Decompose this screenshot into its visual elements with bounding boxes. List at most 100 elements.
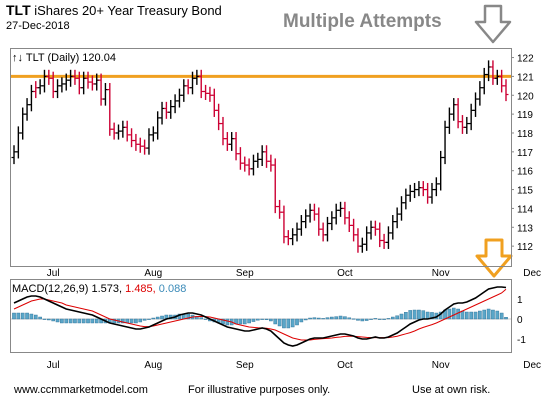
macd-histogram-bar xyxy=(334,316,338,320)
macd-histogram-bar xyxy=(408,310,413,320)
macd-histogram-bar xyxy=(356,318,360,321)
macd-histogram-bar xyxy=(29,313,34,320)
macd-histogram-bar xyxy=(269,318,273,322)
macd-histogram-bar xyxy=(155,316,160,320)
macd-histogram-bar xyxy=(338,315,343,320)
macd-histogram-bar xyxy=(286,318,291,329)
ticker-symbol: TLT xyxy=(6,2,31,18)
macd-histogram-bar xyxy=(473,311,478,320)
macd-histogram-bar xyxy=(160,315,164,320)
macd-x-tick-label: Nov xyxy=(432,360,450,371)
macd-histogram-bar xyxy=(417,309,421,320)
price-legend: ↑↓ TLT (Daily) 120.04 xyxy=(12,52,116,64)
macd-histogram-bar xyxy=(399,313,404,320)
macd-histogram-bar xyxy=(33,314,38,320)
macd-histogram-bar xyxy=(42,318,47,320)
price-legend-symbol: ↑↓ xyxy=(12,52,23,64)
macd-histogram-bar xyxy=(404,312,408,320)
macd-histogram-bar xyxy=(369,318,373,320)
macd-histogram-bar xyxy=(138,318,143,323)
footer-site: www.ccmmarketmodel.com xyxy=(14,384,148,396)
y-tick-label: 116 xyxy=(517,167,533,178)
macd-y-tick-label: -1 xyxy=(517,335,526,346)
macd-histogram-bar xyxy=(373,318,378,320)
y-tick-label: 119 xyxy=(517,110,533,121)
macd-histogram-bar xyxy=(51,318,55,322)
macd-histogram-bar xyxy=(238,318,243,325)
macd-histogram-bar xyxy=(121,318,125,324)
macd-histogram-bar xyxy=(343,316,347,320)
macd-histogram-bar xyxy=(325,317,330,320)
y-tick-label: 115 xyxy=(517,186,533,197)
macd-histogram-bar xyxy=(491,309,495,320)
macd-histogram-bar xyxy=(90,318,95,324)
footer-risk: Use at own risk. xyxy=(412,384,491,396)
macd-histogram-bar xyxy=(364,318,369,321)
macd-legend-label: MACD(12,26,9) xyxy=(12,283,89,295)
macd-histogram-bar xyxy=(499,312,504,320)
macd-histogram-bar xyxy=(151,317,156,320)
x-tick-label: Nov xyxy=(432,268,450,279)
macd-histogram-bar xyxy=(68,318,73,324)
macd-histogram-bar xyxy=(20,312,25,320)
macd-histogram-bar xyxy=(308,317,312,320)
macd-histogram-bar xyxy=(94,318,99,324)
macd-histogram-bar xyxy=(221,318,225,325)
macd-histogram-bar xyxy=(412,309,417,320)
macd-histogram-bar xyxy=(47,318,51,321)
macd-histogram-bar xyxy=(377,318,382,320)
annotation-text: Multiple Attempts xyxy=(283,11,442,32)
macd-histogram-bar xyxy=(465,311,469,320)
macd-histogram-bar xyxy=(478,310,482,320)
macd-histogram-bar xyxy=(469,311,473,320)
macd-histogram-bar xyxy=(147,318,151,320)
hist-legend-value: 0.088 xyxy=(158,283,187,295)
signal-legend-value: 1.485, xyxy=(125,283,156,295)
chart-date: 27-Dec-2018 xyxy=(6,20,70,32)
macd-histogram-bar xyxy=(360,318,365,322)
macd-histogram-bar xyxy=(430,312,434,320)
y-tick-label: 122 xyxy=(517,54,534,65)
macd-histogram-bar xyxy=(16,312,21,320)
y-tick-label: 120 xyxy=(517,91,534,102)
macd-histogram-bar xyxy=(77,318,82,324)
macd-histogram-bar xyxy=(81,318,86,324)
macd-histogram-bar xyxy=(142,318,147,321)
macd-histogram-bar xyxy=(330,316,334,320)
macd-histogram-bar xyxy=(86,318,90,324)
macd-histogram-bar xyxy=(129,318,134,324)
macd-histogram-bar xyxy=(321,318,325,320)
y-tick-label: 114 xyxy=(517,204,533,215)
macd-histogram-bar xyxy=(277,318,282,327)
macd-histogram-bar xyxy=(64,318,69,324)
macd-histogram-bar xyxy=(303,318,308,321)
y-tick-label: 121 xyxy=(517,72,534,83)
macd-histogram-bar xyxy=(73,318,77,324)
macd-y-tick-label: 1 xyxy=(517,295,523,306)
macd-histogram-bar xyxy=(12,312,16,320)
macd-histogram-bar xyxy=(38,316,42,320)
macd-legend: MACD(12,26,9) 1.573, 1.485, 0.088 xyxy=(12,283,186,295)
macd-histogram-bar xyxy=(395,315,399,320)
chart-title: TLT iShares 20+ Year Treasury Bond xyxy=(6,2,222,18)
macd-histogram-bar xyxy=(203,318,208,320)
macd-histogram-bar xyxy=(351,318,356,320)
macd-histogram-bar xyxy=(486,308,491,320)
macd-histogram-bar xyxy=(290,318,295,328)
macd-histogram-bar xyxy=(199,317,204,320)
x-tick-label: Aug xyxy=(144,268,162,279)
x-tick-label: Sep xyxy=(236,268,254,279)
macd-x-tick-label: Sep xyxy=(236,360,254,371)
macd-histogram-bar xyxy=(504,317,508,320)
macd-histogram-bar xyxy=(295,318,299,326)
macd-histogram-bar xyxy=(251,318,256,322)
macd-histogram-bar xyxy=(55,318,60,323)
macd-histogram-bar xyxy=(260,318,264,320)
macd-histogram-bar xyxy=(299,318,304,323)
y-tick-label: 112 xyxy=(517,242,533,253)
macd-x-tick-label: Dec xyxy=(523,360,541,371)
macd-histogram-bar xyxy=(25,312,29,320)
macd-histogram-bar xyxy=(186,313,190,320)
y-tick-label: 113 xyxy=(517,223,533,234)
